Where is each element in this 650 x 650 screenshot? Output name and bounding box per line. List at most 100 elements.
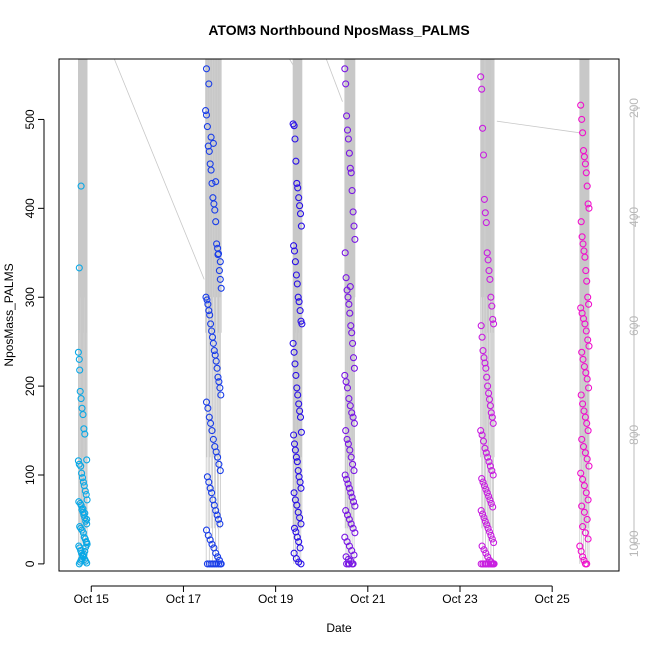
data-point	[214, 251, 222, 259]
data-point	[212, 357, 220, 365]
data-point	[489, 419, 497, 427]
data-point	[212, 507, 220, 515]
data-point	[350, 419, 358, 427]
data-point	[79, 505, 87, 513]
data-point	[343, 435, 351, 443]
data-point	[293, 280, 301, 288]
data-point	[214, 373, 222, 381]
data-point	[579, 553, 587, 561]
data-point	[205, 147, 213, 155]
data-point	[75, 460, 83, 468]
data-point	[203, 123, 211, 131]
data-point	[204, 404, 212, 412]
data-point	[211, 206, 219, 214]
data-point	[348, 187, 356, 195]
data-point	[479, 347, 487, 355]
data-point	[480, 514, 488, 522]
data-point	[480, 354, 488, 362]
y-tick-label: 400	[23, 198, 37, 218]
data-point	[293, 501, 301, 509]
data-point	[344, 293, 352, 301]
data-point	[209, 435, 217, 443]
data-point	[477, 507, 485, 515]
data-point	[295, 194, 303, 202]
data-point	[577, 391, 585, 399]
data-point	[296, 413, 305, 421]
data-point	[76, 366, 84, 374]
data-point	[346, 446, 354, 454]
data-point	[346, 283, 354, 291]
data-point	[349, 208, 357, 216]
data-point	[74, 348, 82, 356]
y-tick-label: 300	[23, 287, 37, 307]
data-point	[83, 496, 91, 504]
data-point	[584, 200, 592, 208]
data-point	[350, 364, 358, 372]
data-point	[585, 204, 593, 212]
data-point	[296, 202, 304, 210]
data-point	[485, 458, 493, 466]
data-point	[579, 355, 587, 363]
y-tick-label: 200	[23, 376, 37, 396]
data-point	[582, 169, 590, 177]
data-point	[341, 249, 349, 257]
data-point	[214, 553, 222, 561]
data-point	[483, 249, 491, 257]
right-tick-label: 800	[627, 424, 641, 444]
data-point	[351, 235, 359, 243]
data-point	[578, 233, 586, 241]
data-point	[291, 360, 299, 368]
right-tick-label: 200	[627, 98, 641, 118]
data-point	[290, 242, 298, 250]
data-point	[484, 524, 492, 532]
data-point	[210, 347, 218, 355]
data-point	[581, 160, 589, 168]
series-group	[576, 101, 593, 568]
data-point	[577, 218, 585, 226]
altitude-trace-layer	[78, 58, 590, 564]
data-point	[293, 533, 301, 541]
y-axis: 0 100 200 300 400 500	[23, 109, 45, 567]
data-point	[479, 151, 488, 159]
data-point	[216, 467, 224, 475]
data-point	[477, 322, 485, 330]
data-point	[347, 169, 355, 177]
data-point	[579, 475, 587, 483]
data-point	[208, 489, 216, 497]
data-point	[202, 111, 211, 119]
data-point	[349, 354, 358, 362]
data-point	[204, 531, 212, 539]
data-point	[583, 375, 591, 383]
data-point	[490, 560, 498, 568]
transit-trace-line	[289, 58, 297, 71]
data-point	[580, 508, 588, 516]
series-layer	[74, 65, 593, 568]
data-point	[294, 391, 302, 399]
data-point	[582, 489, 590, 497]
data-point	[77, 182, 85, 190]
data-point	[345, 484, 353, 492]
data-point	[484, 256, 492, 264]
data-point	[205, 307, 213, 315]
data-point	[485, 492, 493, 500]
data-point	[297, 484, 305, 492]
data-point	[480, 482, 488, 490]
data-point	[488, 535, 496, 543]
data-point	[216, 258, 224, 266]
data-point	[209, 339, 217, 347]
data-point	[483, 521, 491, 529]
data-point	[297, 222, 305, 230]
series-group	[74, 182, 91, 568]
data-point	[207, 166, 215, 174]
data-point	[290, 247, 299, 255]
data-point	[75, 498, 83, 506]
data-point	[292, 157, 300, 165]
data-point	[489, 471, 497, 479]
data-point	[207, 133, 215, 141]
data-point	[75, 264, 83, 272]
series-group	[341, 65, 359, 568]
data-point	[297, 428, 305, 436]
x-tick-label: Oct 25	[534, 592, 570, 606]
data-point	[341, 65, 349, 73]
data-point	[481, 359, 489, 367]
